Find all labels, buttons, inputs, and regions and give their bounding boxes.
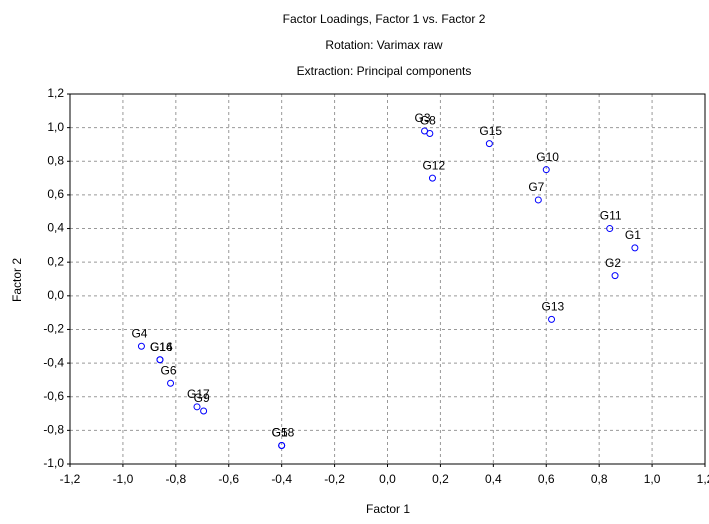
y-tick-label: -0,6 xyxy=(43,389,64,403)
chart-subtitle: Rotation: Varimax raw xyxy=(325,38,442,52)
point xyxy=(534,196,542,204)
y-tick-label: 0,4 xyxy=(47,221,64,235)
y-tick-label: 1,2 xyxy=(47,86,64,100)
point-label: G11 xyxy=(600,209,622,223)
point xyxy=(606,225,614,233)
point xyxy=(611,272,619,280)
point xyxy=(193,403,201,411)
point-label: G15 xyxy=(479,124,502,138)
point-label: G13 xyxy=(542,300,565,314)
point-label: G4 xyxy=(131,326,147,340)
point xyxy=(200,407,208,415)
x-tick-label: 0,4 xyxy=(485,472,502,486)
point-label: G12 xyxy=(422,158,445,172)
point xyxy=(631,244,639,252)
x-tick-label: -0,6 xyxy=(218,472,239,486)
chart-subtitle: Extraction: Principal components xyxy=(297,64,472,78)
x-tick-label: -0,8 xyxy=(165,472,186,486)
y-tick-label: -0,2 xyxy=(43,322,64,336)
point-label: G16 xyxy=(150,340,173,354)
y-tick-label: 0,6 xyxy=(47,187,64,201)
y-tick-label: 0,0 xyxy=(47,288,64,302)
y-tick-label: 1,0 xyxy=(47,120,64,134)
point xyxy=(485,140,493,148)
x-tick-label: 0,0 xyxy=(379,472,396,486)
point-label: G10 xyxy=(536,150,559,164)
y-tick-label: -1,0 xyxy=(43,456,64,470)
point-label: G5 xyxy=(272,426,288,440)
x-tick-label: 0,2 xyxy=(432,472,449,486)
x-tick-label: -0,4 xyxy=(271,472,292,486)
point xyxy=(137,342,145,350)
point xyxy=(167,379,175,387)
point-label: G8 xyxy=(420,114,436,128)
point-label: G18 xyxy=(272,426,295,440)
plot-frame xyxy=(69,93,706,465)
x-tick-label: -1,0 xyxy=(113,472,134,486)
point-label: G17 xyxy=(187,387,210,401)
point-label: G1 xyxy=(625,228,641,242)
point-label: G9 xyxy=(194,391,210,405)
point xyxy=(428,174,436,182)
point-label: G6 xyxy=(161,363,177,377)
y-tick-label: 0,2 xyxy=(47,254,64,268)
point-label: G2 xyxy=(605,256,621,270)
point-label: G3 xyxy=(415,111,431,125)
y-tick-label: 0,8 xyxy=(47,153,64,167)
x-tick-label: 0,8 xyxy=(591,472,608,486)
x-axis-label: Factor 1 xyxy=(366,502,410,516)
y-axis-label: Factor 2 xyxy=(10,258,24,302)
y-tick-label: -0,4 xyxy=(43,355,64,369)
point-label: G14 xyxy=(150,340,173,354)
x-tick-label: 1,2 xyxy=(697,472,709,486)
x-tick-label: -0,2 xyxy=(324,472,345,486)
point-label: G7 xyxy=(528,180,544,194)
point xyxy=(156,356,164,364)
y-tick-label: -0,8 xyxy=(43,423,64,437)
point xyxy=(426,130,434,138)
point xyxy=(542,166,550,174)
chart-title: Factor Loadings, Factor 1 vs. Factor 2 xyxy=(283,12,486,26)
x-tick-label: 1,0 xyxy=(644,472,661,486)
point xyxy=(548,315,556,323)
point xyxy=(278,442,286,449)
x-tick-label: -1,2 xyxy=(60,472,81,486)
x-tick-label: 0,6 xyxy=(538,472,555,486)
